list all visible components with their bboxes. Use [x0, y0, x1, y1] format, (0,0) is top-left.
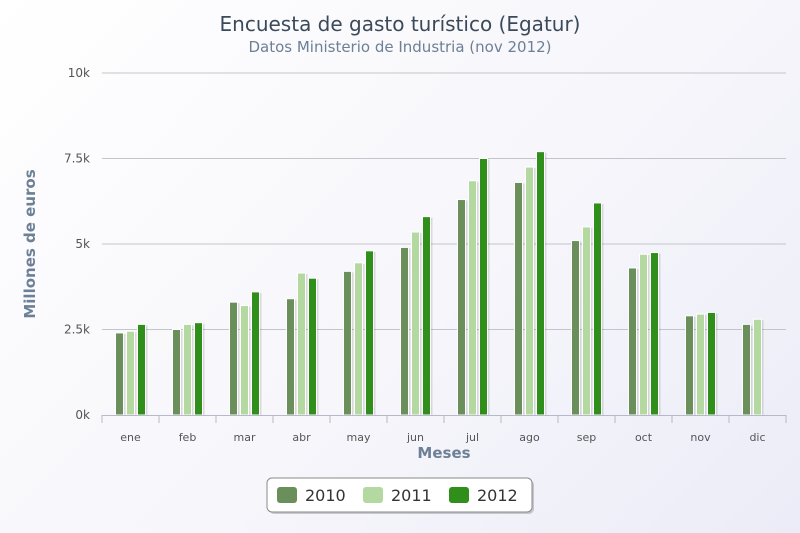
bar-2012-nov	[707, 311, 716, 416]
x-tick-label: feb	[179, 431, 197, 444]
y-tick-label: 0k	[75, 408, 90, 422]
x-axis-title: Meses	[417, 444, 470, 462]
bar-2010-jun	[400, 246, 409, 416]
x-tick-label: jun	[406, 431, 424, 444]
bar-2011-may	[354, 262, 363, 416]
bar-2011-oct	[639, 253, 648, 416]
bar-2011-nov	[696, 313, 705, 416]
bar-2010-nov	[685, 315, 694, 416]
y-tick-label: 2.5k	[64, 323, 90, 337]
bars	[115, 151, 764, 416]
bar-2010-may	[343, 270, 352, 416]
bar-2012-feb	[194, 322, 203, 416]
x-tick-label: mar	[234, 431, 256, 444]
x-axis: ene feb mar abr may jun jul ago sep oct nov dic	[101, 415, 787, 444]
y-tick-label: 7.5k	[64, 152, 90, 166]
bar-2010-sep	[571, 240, 580, 416]
bar-2012-may	[365, 250, 374, 416]
bar-2012-jul	[479, 158, 488, 416]
x-tick-label: ene	[120, 431, 141, 444]
bar-2010-feb	[172, 329, 181, 416]
x-tick-label: oct	[635, 431, 653, 444]
legend: 2010 2011 2012	[266, 477, 534, 514]
legend-label[interactable]: 2010	[305, 486, 346, 505]
bar-2011-jun	[411, 231, 420, 416]
x-tick-label: dic	[749, 431, 765, 444]
x-tick-label: abr	[292, 431, 311, 444]
bar-2011-abr	[297, 272, 306, 416]
legend-swatch-2012	[449, 487, 469, 503]
legend-swatch-2011	[363, 487, 383, 503]
bar-2010-oct	[628, 267, 637, 416]
bar-2012-ene	[137, 323, 146, 416]
y-tick-label: 10k	[68, 66, 90, 80]
chart-subtitle: Datos Ministerio de Industria (nov 2012)	[248, 38, 551, 56]
bar-2012-ago	[536, 151, 545, 416]
bar-2012-jun	[422, 216, 431, 416]
legend-swatch-2010	[277, 487, 297, 503]
legend-box	[266, 477, 533, 513]
legend-label[interactable]: 2012	[477, 486, 518, 505]
x-tick-label: ago	[519, 431, 540, 444]
y-tick-label: 5k	[75, 237, 90, 251]
bar-2011-ene	[126, 330, 135, 416]
bar-2011-dic	[753, 318, 762, 416]
x-tick-label: nov	[690, 431, 711, 444]
bar-2010-mar	[229, 301, 238, 416]
bar-2011-sep	[582, 226, 591, 416]
bar-2010-ago	[514, 181, 523, 416]
legend-label[interactable]: 2011	[391, 486, 432, 505]
bar-2012-oct	[650, 252, 659, 416]
bar-2010-dic	[742, 323, 751, 416]
bar-2011-ago	[525, 166, 534, 416]
x-tick-label: sep	[577, 431, 596, 444]
y-axis-title: Millones de euros	[21, 169, 39, 318]
x-tick-label: jul	[465, 431, 479, 444]
bar-2011-mar	[240, 305, 249, 416]
bar-2010-jul	[457, 199, 466, 416]
bar-2011-jul	[468, 180, 477, 416]
chart-title: Encuesta de gasto turístico (Egatur)	[220, 12, 581, 36]
x-tick-label: may	[347, 431, 371, 444]
bar-2010-ene	[115, 332, 124, 416]
bar-2012-mar	[251, 291, 260, 416]
bar-2012-sep	[593, 202, 602, 416]
bar-2012-abr	[308, 277, 317, 416]
bar-2011-feb	[183, 323, 192, 416]
bar-2010-abr	[286, 298, 295, 416]
gridlines: 0k 2.5k 5k 7.5k 10k	[64, 66, 786, 422]
